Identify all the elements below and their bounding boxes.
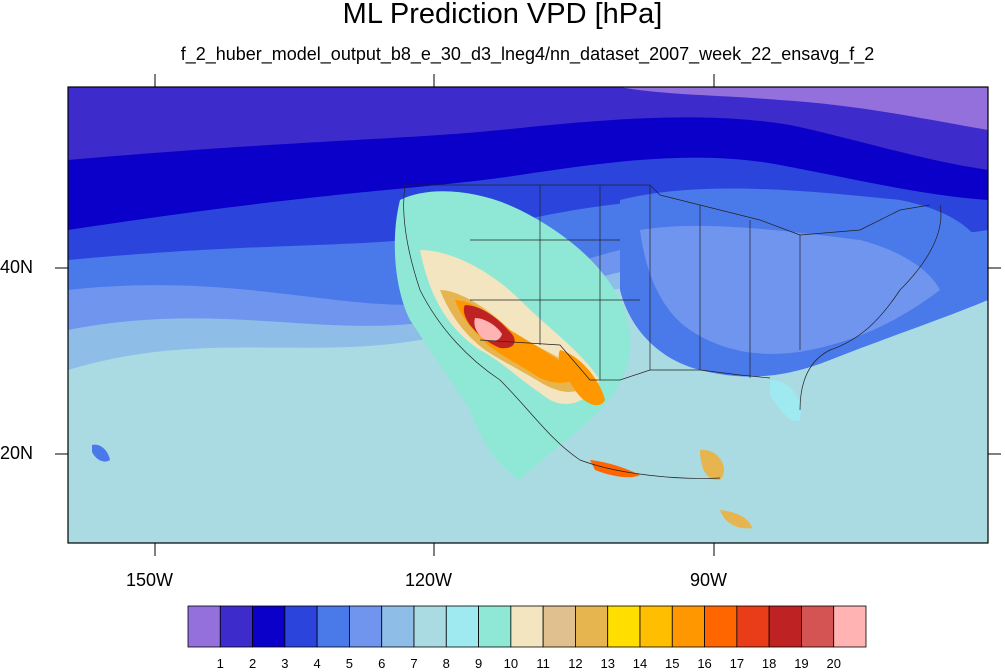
lon-label-120w: 120W — [405, 570, 453, 590]
map-subtitle: f_2_huber_model_output_b8_e_30_d3_lneg4/… — [180, 44, 875, 64]
land-east-6 — [640, 225, 940, 354]
colorbar-label: 5 — [345, 656, 354, 671]
map-frame — [67, 86, 989, 544]
florida-9 — [770, 380, 801, 421]
band-2 — [68, 87, 988, 170]
lat-label-20n: 20N — [0, 443, 34, 463]
west-coast — [403, 184, 721, 479]
map-title: ML Prediction VPD [hPa] — [342, 0, 663, 30]
colorbar-label: 8 — [442, 656, 450, 671]
east-coast — [799, 204, 942, 411]
lon-label-150w: 150W — [126, 570, 174, 590]
colorbar-label: 15 — [665, 656, 680, 671]
us-canada-border — [405, 184, 931, 236]
axis-ticks — [55, 74, 1001, 556]
mexico-south-17 — [590, 460, 640, 478]
lon-label-90w: 90W — [690, 570, 728, 590]
hawaii-5 — [92, 444, 110, 462]
central-am-13 — [720, 510, 752, 529]
state-lines — [470, 185, 801, 380]
us-mexico-gulf — [479, 339, 771, 381]
colorbar-label: 6 — [378, 656, 386, 671]
colorbar-label: 13 — [600, 656, 615, 671]
colorbar-label: 3 — [281, 656, 289, 671]
yucatan-13 — [700, 449, 724, 481]
colorbar-label: 14 — [632, 656, 648, 671]
boundaries — [403, 184, 942, 479]
colorbar-label: 19 — [794, 656, 809, 671]
lat-label-40n: 40N — [0, 257, 34, 277]
colorbar-label: 10 — [503, 656, 519, 671]
colorbar-label: 12 — [568, 656, 583, 671]
colorbar-label: 7 — [410, 656, 418, 671]
colorbar-label: 4 — [313, 656, 321, 671]
colorbar-label: 1 — [216, 656, 224, 671]
arctic-band-1 — [620, 87, 988, 130]
colorbar-label: 11 — [536, 656, 550, 671]
colorbar-label: 20 — [826, 656, 841, 671]
colorbar-label: 16 — [697, 656, 712, 671]
colorbar-label: 2 — [248, 656, 257, 671]
colorbar-label: 17 — [729, 656, 745, 671]
land-mexico-16 — [558, 350, 605, 406]
map-field — [68, 87, 988, 543]
colorbar-label: 9 — [474, 656, 483, 671]
colorbar-label: 18 — [761, 656, 777, 671]
land-sw-20 — [474, 318, 502, 342]
